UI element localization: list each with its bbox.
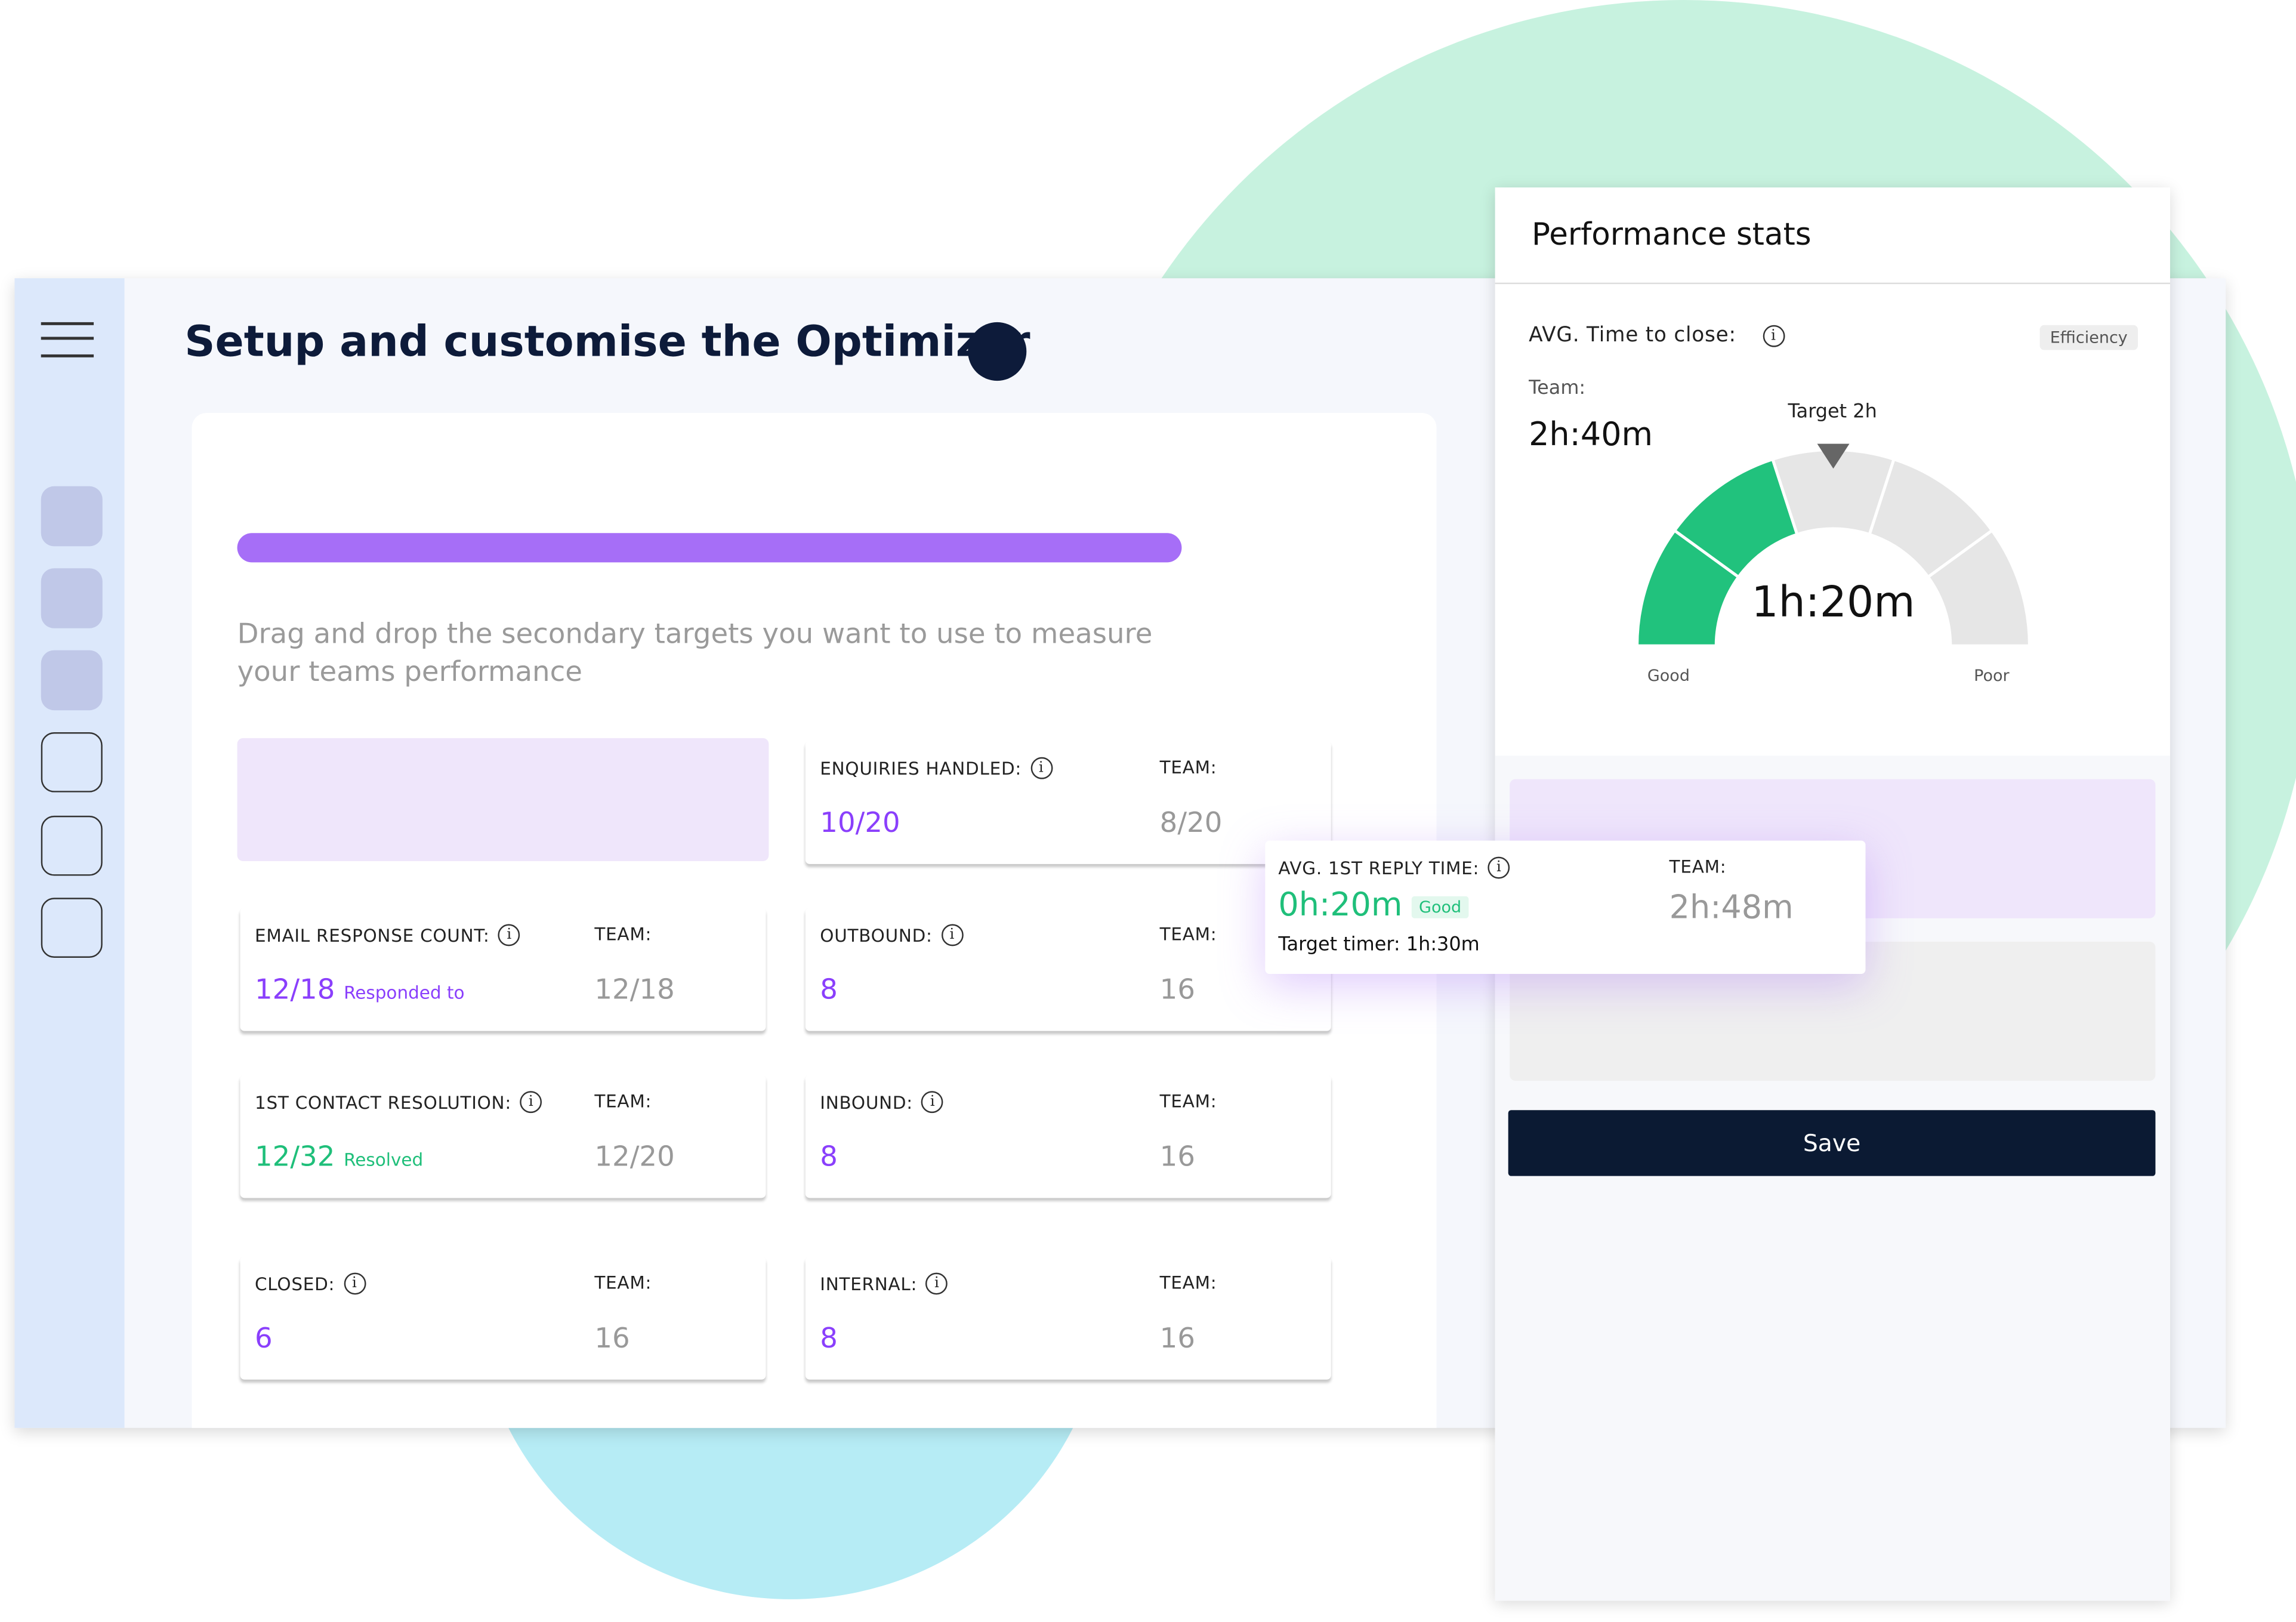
card-label: 1ST CONTACT RESOLUTION: i <box>255 1091 542 1114</box>
save-button[interactable]: Save <box>1508 1110 2156 1176</box>
card-team-value: 12/20 <box>594 1140 675 1173</box>
label-text: EMAIL RESPONSE COUNT: <box>255 924 490 946</box>
info-icon[interactable]: i <box>520 1091 542 1114</box>
label-text: INBOUND: <box>820 1091 913 1112</box>
info-icon[interactable]: i <box>941 924 964 946</box>
card-team-label: TEAM: <box>1159 757 1217 778</box>
card-value: 6 <box>255 1322 273 1355</box>
card-label: INTERNAL: i <box>820 1272 948 1295</box>
tooltip-badge: Good <box>1411 896 1469 918</box>
tooltip-target: Target timer: 1h:30m <box>1278 934 1480 957</box>
card-team-label: TEAM: <box>594 924 652 945</box>
card-team-value: 16 <box>1159 1140 1196 1173</box>
label-text: ENQUIRIES HANDLED: <box>820 757 1022 779</box>
instructions: Drag and drop the secondary targets you … <box>237 618 1153 689</box>
nav-item[interactable] <box>41 650 103 711</box>
progress-bar <box>237 533 1182 563</box>
sidebar <box>14 278 125 1428</box>
gauge-high: Poor <box>1974 666 2010 686</box>
nav-item[interactable] <box>41 568 103 628</box>
card-team-label: TEAM: <box>1159 1272 1217 1293</box>
card-label: INBOUND: i <box>820 1091 944 1114</box>
card-value: 8 <box>820 973 838 1006</box>
tooltip-label: AVG. 1ST REPLY TIME: i <box>1278 856 1510 879</box>
metric-text: AVG. Time to close: <box>1529 323 1736 347</box>
card-value: 12/18 Responded to <box>255 973 465 1006</box>
nav-item[interactable] <box>41 898 103 958</box>
metric-card: EMAIL RESPONSE COUNT: i TEAM: 12/18 Responde… <box>240 908 766 1031</box>
drop-zone[interactable] <box>237 738 769 862</box>
info-icon[interactable]: i <box>343 1272 366 1295</box>
card-team-label: TEAM: <box>594 1272 652 1293</box>
metric-card: INBOUND: i TEAM: 8 16 <box>805 1075 1331 1198</box>
gauge-value: 1h:20m <box>1751 576 1915 627</box>
panel-title: Performance stats <box>1531 217 1812 252</box>
gauge-segment <box>1925 528 2031 647</box>
card-team-label: TEAM: <box>1159 924 1217 945</box>
metric-card: INTERNAL: i TEAM: 8 16 <box>805 1256 1331 1380</box>
target-marker <box>1817 443 1850 469</box>
nav-item[interactable] <box>41 486 103 547</box>
tooltip-team-label: TEAM: <box>1669 856 1727 878</box>
menu-icon[interactable] <box>41 322 94 357</box>
card-team-value: 16 <box>594 1322 630 1355</box>
info-icon[interactable]: i <box>925 1272 948 1295</box>
card-team-value: 8/20 <box>1159 807 1223 840</box>
metric-card: OUTBOUND: i TEAM: 8 16 <box>805 908 1331 1031</box>
card-label: OUTBOUND: i <box>820 924 964 946</box>
card-value: 12/32 Resolved <box>255 1140 424 1173</box>
info-icon[interactable]: i <box>921 1091 944 1114</box>
nav-item[interactable] <box>41 815 103 876</box>
card-team-value: 16 <box>1159 973 1196 1006</box>
card-value: 8 <box>820 1322 838 1355</box>
gauge-low: Good <box>1647 666 1690 686</box>
badge: Efficiency <box>2039 325 2138 350</box>
nav-item[interactable] <box>41 732 103 793</box>
metric-label: AVG. Time to close: i <box>1529 323 1785 347</box>
card-value: 10/20 <box>820 807 900 840</box>
team-label: Team: <box>1529 378 1586 400</box>
card-value: 8 <box>820 1140 838 1173</box>
logo <box>968 322 1027 381</box>
card-note: Resolved <box>344 1149 424 1170</box>
card-label: CLOSED: i <box>255 1272 366 1295</box>
info-icon[interactable]: i <box>1030 757 1053 779</box>
label-text: INTERNAL: <box>820 1273 918 1294</box>
metric-card: ENQUIRIES HANDLED: i TEAM: 10/20 8/20 <box>805 741 1331 864</box>
gauge <box>1635 443 2031 647</box>
card-team-label: TEAM: <box>594 1091 652 1112</box>
metric-card: 1ST CONTACT RESOLUTION: i TEAM: 12/32 Resolv… <box>240 1075 766 1198</box>
tooltip-team-value: 2h:48m <box>1669 890 1794 927</box>
card-team-value: 16 <box>1159 1322 1196 1355</box>
card-label: ENQUIRIES HANDLED: i <box>820 757 1053 779</box>
metric-card: CLOSED: i TEAM: 6 16 <box>240 1256 766 1380</box>
label-text: AVG. 1ST REPLY TIME: <box>1278 857 1480 878</box>
target-label: Target 2h <box>1788 401 1877 424</box>
tooltip-card: AVG. 1ST REPLY TIME: i 0h:20m Good Target… <box>1265 840 1866 974</box>
label-text: OUTBOUND: <box>820 924 933 946</box>
card-label: EMAIL RESPONSE COUNT: i <box>255 924 521 946</box>
card-note: Responded to <box>344 982 465 1004</box>
label-text: 1ST CONTACT RESOLUTION: <box>255 1091 512 1112</box>
card-team-value: 12/18 <box>594 973 675 1006</box>
team-value: 2h:40m <box>1529 417 1653 454</box>
card-team-label: TEAM: <box>1159 1091 1217 1112</box>
tooltip-value: 0h:20m <box>1278 887 1403 924</box>
page-title: Setup and customise the Optimizer <box>184 316 1030 366</box>
label-text: CLOSED: <box>255 1273 335 1294</box>
info-icon[interactable]: i <box>498 924 521 946</box>
